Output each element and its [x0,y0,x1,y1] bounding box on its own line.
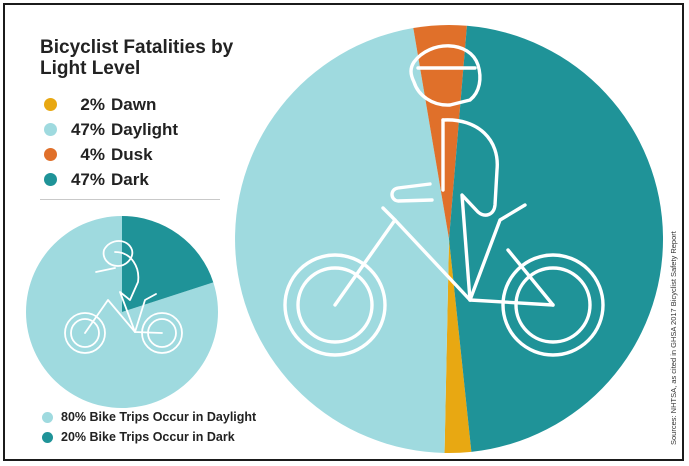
small-bicyclist-icon [64,240,183,354]
legend-pct-dusk: 4% [80,144,105,164]
legend-label-trips-dark: 20% Bike Trips Occur in Dark [61,430,235,444]
legend-pct-dark: 47% [70,169,105,189]
fatalities-pie [235,25,664,453]
pie-slice-daylight [235,28,449,453]
pie-slice-dark [122,216,214,312]
legend-swatch-dusk [44,148,57,161]
legend-swatch-trips-dark [42,431,53,443]
legend-item-trips-daylight: 80% Bike Trips Occur in Daylight [42,407,256,427]
pie-slice-dark [449,25,664,452]
legend-item-daylight: 47% Daylight [44,117,178,142]
legend-pct-daylight: 47% [70,119,105,139]
bike-trips-legend: 80% Bike Trips Occur in Daylight 20% Bik… [42,407,256,447]
legend-item-dark: 47% Dark [44,167,178,192]
chart-title: Bicyclist Fatalities by Light Level [40,37,234,79]
bicyclist-icon [283,44,605,357]
legend-label-dark: Dark [111,169,149,189]
bike-trips-pie [26,216,218,408]
pie-slice-dawn [444,239,472,453]
legend-swatch-daylight [44,123,57,136]
source-note: Sources: NHTSA, as cited in GHSA 2017 Bi… [669,231,678,445]
legend-swatch-dark [44,173,57,186]
legend-item-trips-dark: 20% Bike Trips Occur in Dark [42,427,256,447]
legend-item-dawn: 2% Dawn [44,92,178,117]
legend-label-dawn: Dawn [111,94,157,114]
legend-pct-dawn: 2% [80,94,105,114]
legend-label-trips-daylight: 80% Bike Trips Occur in Daylight [61,410,257,424]
pie-slice-daylight [26,216,218,408]
pie-slice-dusk [413,25,467,240]
legend-swatch-trips-daylight [42,411,53,423]
legend-label-daylight: Daylight [111,119,179,139]
legend-swatch-dawn [44,98,57,111]
fatalities-legend: 2% Dawn 47% Daylight 4% Dusk 47% Dark [44,92,178,192]
legend-label-dusk: Dusk [111,144,153,164]
legend-item-dusk: 4% Dusk [44,142,178,167]
section-divider [40,199,220,200]
